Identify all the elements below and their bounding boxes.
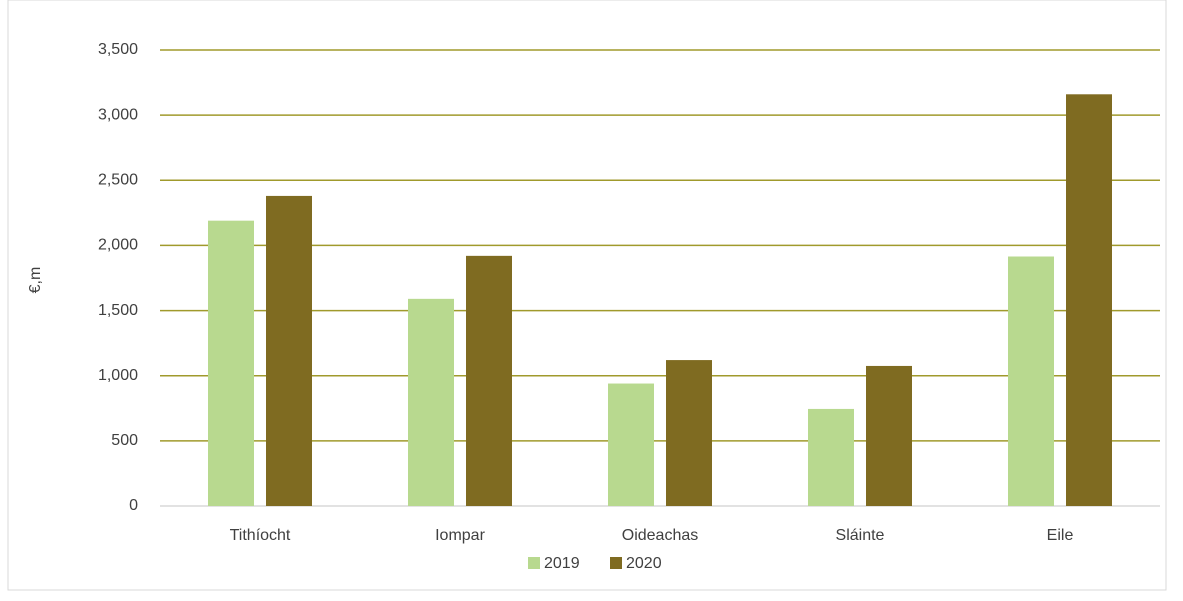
bar <box>408 298 454 506</box>
bar <box>1066 94 1112 506</box>
legend-label: 2019 <box>544 555 580 572</box>
legend-label: 2020 <box>626 555 662 572</box>
bar <box>466 255 512 506</box>
bar <box>1008 256 1054 506</box>
x-tick-label: Tithíocht <box>230 527 291 544</box>
y-tick-label: 1,500 <box>98 302 138 319</box>
y-tick-label: 2,000 <box>98 237 138 254</box>
x-tick-label: Iompar <box>435 527 485 544</box>
bar <box>608 383 654 506</box>
y-tick-label: 500 <box>111 432 138 449</box>
y-axis-label: €,m <box>27 267 44 294</box>
chart-frame <box>7 0 1167 591</box>
bar <box>208 220 254 506</box>
y-tick-label: 0 <box>129 497 138 514</box>
y-tick-label: 3,500 <box>98 41 138 58</box>
y-tick-label: 1,000 <box>98 367 138 384</box>
legend-swatch <box>528 557 540 569</box>
x-tick-label: Oideachas <box>622 527 699 544</box>
bar <box>266 195 312 507</box>
bar <box>666 360 712 506</box>
x-tick-label: Eile <box>1047 527 1074 544</box>
x-tick-label: Sláinte <box>836 527 885 544</box>
bar <box>866 365 912 506</box>
bar <box>808 408 854 506</box>
y-tick-label: 3,000 <box>98 106 138 123</box>
legend-swatch <box>610 557 622 569</box>
y-tick-label: 2,500 <box>98 172 138 189</box>
